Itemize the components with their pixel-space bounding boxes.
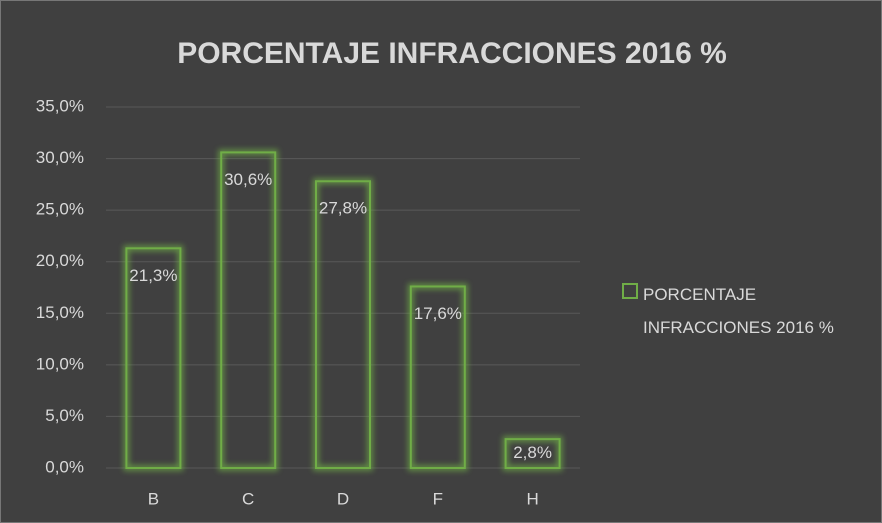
x-tick-label: C — [242, 489, 254, 508]
y-tick-label: 0,0% — [45, 457, 84, 476]
chart-title: PORCENTAJE INFRACCIONES 2016 % — [177, 37, 727, 70]
data-label: 2,8% — [513, 443, 552, 462]
legend-label: PORCENTAJE INFRACCIONES 2016 % — [643, 285, 834, 337]
bar — [125, 247, 182, 469]
y-tick-label: 35,0% — [36, 96, 84, 115]
data-label: 27,8% — [319, 199, 367, 218]
data-label: 30,6% — [224, 170, 272, 189]
y-tick-label: 25,0% — [36, 200, 84, 219]
bar — [504, 438, 561, 469]
legend-swatch — [622, 283, 638, 299]
data-label: 17,6% — [414, 304, 462, 323]
y-tick-label: 10,0% — [36, 354, 84, 373]
legend: PORCENTAJE INFRACCIONES 2016 % — [620, 278, 870, 344]
bar — [220, 151, 277, 470]
x-tick-label: B — [148, 489, 159, 508]
y-tick-label: 15,0% — [36, 303, 84, 322]
x-tick-label: D — [337, 489, 349, 508]
y-tick-label: 20,0% — [36, 251, 84, 270]
bar — [315, 180, 371, 470]
y-tick-label: 5,0% — [45, 406, 84, 425]
y-tick-label: 30,0% — [36, 148, 84, 167]
data-label: 21,3% — [129, 266, 177, 285]
bar — [409, 285, 466, 469]
x-tick-label: F — [433, 489, 443, 508]
x-tick-label: H — [526, 489, 538, 508]
